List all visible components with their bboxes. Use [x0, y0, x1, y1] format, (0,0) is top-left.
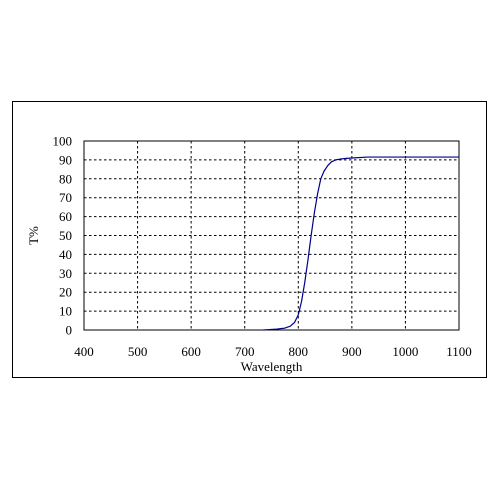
x-tick-label-1100: 1100 — [446, 344, 472, 359]
y-tick-label-10: 10 — [59, 304, 72, 319]
x-tick-label-700: 700 — [235, 344, 255, 359]
y-tick-label-20: 20 — [59, 285, 72, 300]
x-tick-label-1000: 1000 — [392, 344, 418, 359]
x-tick-label-600: 600 — [181, 344, 201, 359]
x-tick-label-400: 400 — [74, 344, 94, 359]
grid-lines — [84, 141, 459, 330]
y-tick-label-70: 70 — [59, 190, 72, 205]
y-axis-label: T% — [26, 226, 41, 245]
y-tick-label-50: 50 — [59, 228, 72, 243]
y-tick-label-40: 40 — [59, 247, 72, 262]
x-axis-label: Wavelength — [241, 359, 303, 374]
chart-frame — [12, 101, 487, 378]
x-tick-label-900: 900 — [342, 344, 362, 359]
x-tick-label-500: 500 — [128, 344, 148, 359]
series-line-0 — [263, 156, 459, 331]
y-tick-label-60: 60 — [59, 209, 72, 224]
x-tick-label-800: 800 — [289, 344, 309, 359]
y-tick-label-0: 0 — [66, 323, 73, 338]
x-tick-labels: 400 500 600 700 800 900 1000 1100 — [74, 344, 472, 359]
y-tick-label-80: 80 — [59, 171, 72, 186]
y-tick-label-100: 100 — [53, 134, 73, 149]
y-tick-labels: 0 10 20 30 40 50 60 70 80 90 100 — [53, 134, 73, 338]
y-tick-label-30: 30 — [59, 266, 72, 281]
series-layer — [263, 156, 459, 331]
y-tick-label-90: 90 — [59, 152, 72, 167]
